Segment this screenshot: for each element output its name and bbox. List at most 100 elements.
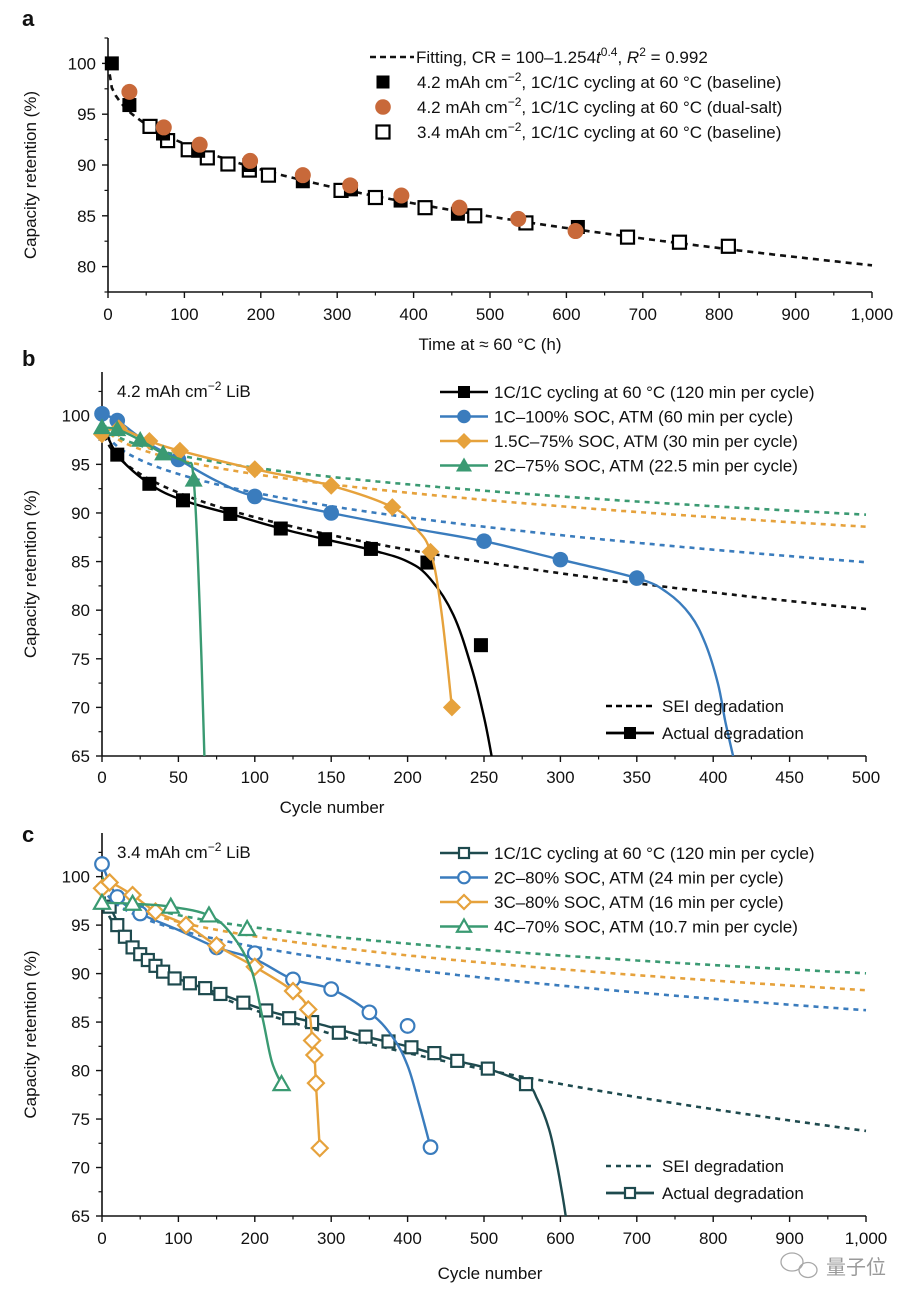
series-4-2-mah-cm-2-1c-1c-cycling-at-60-c-dual-salt (121, 83, 584, 240)
data-point (191, 136, 208, 153)
text-span: LiB (221, 843, 250, 862)
x-tick-label: 300 (546, 768, 574, 787)
legend: Fitting, CR = 100–1.254t0.4, R2 = 0.992 4… (370, 45, 782, 142)
y-tick-label: 95 (77, 105, 96, 124)
y-axis-title: Capacity retention (%) (21, 91, 40, 259)
data-point (322, 476, 341, 495)
text-span: 3.4 mAh cm (417, 123, 508, 142)
x-tick-label: 500 (476, 305, 504, 324)
sei-line-1c-1c-sei (102, 415, 867, 611)
data-point (467, 208, 483, 224)
data-point (236, 995, 251, 1010)
y-tick-label: 75 (71, 1110, 90, 1129)
style-legend-label: SEI degradation (662, 697, 784, 716)
x-tick-label: 500 (470, 1229, 498, 1248)
y-tick-label: 90 (77, 156, 96, 175)
x-tick-label: 400 (399, 305, 427, 324)
panel-annotation: 3.4 mAh cm−2 LiB (117, 840, 251, 862)
y-tick-label: 85 (71, 553, 90, 572)
y-tick-label: 100 (68, 54, 96, 73)
data-point (167, 971, 182, 986)
x-tick-label: 500 (852, 768, 880, 787)
x-tick-label: 300 (323, 305, 351, 324)
y-tick-label: 100 (62, 868, 90, 887)
data-point (242, 152, 259, 169)
legend: 1C/1C cycling at 60 °C (120 min per cycl… (440, 844, 814, 937)
sei-line-1c-100-soc-sei (102, 415, 867, 564)
x-tick-label: 600 (546, 1229, 574, 1248)
actual-line (102, 420, 493, 756)
data-point (393, 187, 410, 204)
data-point (323, 981, 340, 998)
x-tick-label: 0 (97, 768, 106, 787)
y-tick-label: 90 (71, 965, 90, 984)
text-span: , 1C/1C cycling at 60 °C (dual-salt) (521, 98, 782, 117)
data-point (451, 199, 468, 216)
data-point (121, 83, 138, 100)
x-tick-label: 0 (103, 305, 112, 324)
data-point (628, 570, 645, 586)
data-point (273, 521, 288, 536)
data-point (383, 498, 402, 517)
y-tick-label: 95 (71, 455, 90, 474)
data-point (154, 444, 173, 461)
data-point (306, 1073, 326, 1093)
data-point (117, 929, 133, 944)
data-point (404, 1040, 419, 1055)
legend-marker (455, 893, 473, 911)
data-point (122, 98, 137, 113)
data-point (342, 177, 359, 194)
y-tick-label: 100 (62, 407, 90, 426)
sei-line-2c-80-soc-sei (102, 876, 867, 1012)
superscript: −2 (508, 120, 522, 134)
panel-letter-c: c (22, 822, 34, 847)
data-point (175, 493, 190, 508)
data-point (417, 200, 433, 216)
text-span: 4.2 mAh cm (117, 382, 208, 401)
x-tick-label: 450 (775, 768, 803, 787)
x-tick-label: 150 (317, 768, 345, 787)
x-tick-label: 400 (393, 1229, 421, 1248)
data-point (283, 981, 303, 1001)
data-point (176, 915, 196, 935)
data-point (310, 1138, 330, 1158)
data-point (122, 893, 143, 911)
data-point (213, 986, 228, 1002)
style-legend-marker (623, 1186, 637, 1200)
data-point (207, 935, 227, 956)
data-point (110, 918, 125, 933)
data-point (131, 431, 150, 447)
data-point (422, 1139, 439, 1156)
superscript: −2 (208, 840, 222, 854)
legend-label: 1C/1C cycling at 60 °C (120 min per cycl… (494, 844, 814, 863)
y-tick-label: 85 (71, 1013, 90, 1032)
legend-label-fit: Fitting, CR = 100–1.254t0.4, R2 = 0.992 (416, 45, 708, 67)
superscript: −2 (208, 379, 222, 393)
data-point (720, 238, 736, 254)
x-tick-label: 1,000 (851, 305, 894, 324)
y-axis-title: Capacity retention (%) (21, 490, 40, 658)
x-tick-label: 200 (393, 768, 421, 787)
legend-marker (375, 124, 391, 140)
data-point (567, 223, 584, 240)
data-point (246, 488, 263, 505)
data-point (156, 964, 171, 979)
legend-label: 3.4 mAh cm−2, 1C/1C cycling at 60 °C (ba… (417, 120, 781, 142)
x-axis-title: Cycle number (280, 798, 385, 817)
y-tick-label: 75 (71, 650, 90, 669)
y-tick-label: 80 (71, 1062, 90, 1081)
data-point (282, 1011, 297, 1026)
x-tick-label: 350 (623, 768, 651, 787)
data-point (237, 918, 258, 937)
data-point (671, 234, 688, 250)
data-point (442, 698, 461, 717)
x-tick-label: 400 (699, 768, 727, 787)
legend: 1C/1C cycling at 60 °C (120 min per cycl… (440, 383, 814, 476)
data-point (155, 119, 172, 136)
sei-line-3c-80-soc-sei (102, 876, 867, 992)
legend-label: 4.2 mAh cm−2, 1C/1C cycling at 60 °C (du… (417, 95, 782, 117)
text-span: 4.2 mAh cm (417, 98, 508, 117)
x-tick-label: 100 (170, 305, 198, 324)
y-tick-label: 95 (71, 916, 90, 935)
